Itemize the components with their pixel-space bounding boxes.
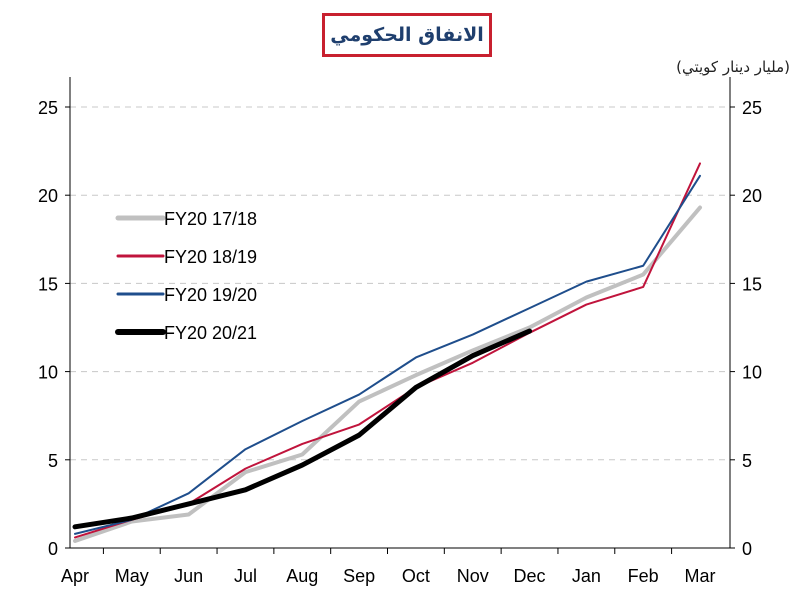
x-tick-label: Oct (402, 566, 430, 586)
unit-label: (مليار دينار كويتي) (676, 58, 790, 76)
x-tick-label: May (115, 566, 149, 586)
x-tick-label: Aug (286, 566, 318, 586)
y-tick-label-right: 0 (742, 539, 752, 559)
y-tick-label-left: 20 (38, 186, 58, 206)
legend-label: FY20 17/18 (164, 209, 257, 229)
legend-label: FY20 20/21 (164, 323, 257, 343)
y-tick-label-right: 20 (742, 186, 762, 206)
legend-label: FY20 19/20 (164, 285, 257, 305)
chart-title: الانفاق الحكومي (322, 13, 492, 57)
y-tick-label-right: 15 (742, 274, 762, 294)
y-tick-label-right: 5 (742, 451, 752, 471)
x-tick-label: Jul (234, 566, 257, 586)
y-tick-label-right: 25 (742, 98, 762, 118)
legend-label: FY20 18/19 (164, 247, 257, 267)
x-tick-label: Jan (572, 566, 601, 586)
y-tick-label-left: 15 (38, 274, 58, 294)
y-tick-label-right: 10 (742, 363, 762, 383)
x-tick-label: Mar (685, 566, 716, 586)
series-line-0 (73, 205, 702, 543)
y-tick-label-left: 25 (38, 98, 58, 118)
series-line-2 (74, 174, 701, 535)
series-line-3 (72, 328, 533, 530)
y-tick-label-left: 5 (48, 451, 58, 471)
y-tick-label-left: 0 (48, 539, 58, 559)
x-tick-label: Feb (628, 566, 659, 586)
x-tick-label: Dec (514, 566, 546, 586)
x-tick-label: Sep (343, 566, 375, 586)
x-tick-label: Jun (174, 566, 203, 586)
x-tick-label: Nov (457, 566, 489, 586)
y-tick-label-left: 10 (38, 363, 58, 383)
x-tick-label: Apr (61, 566, 89, 586)
